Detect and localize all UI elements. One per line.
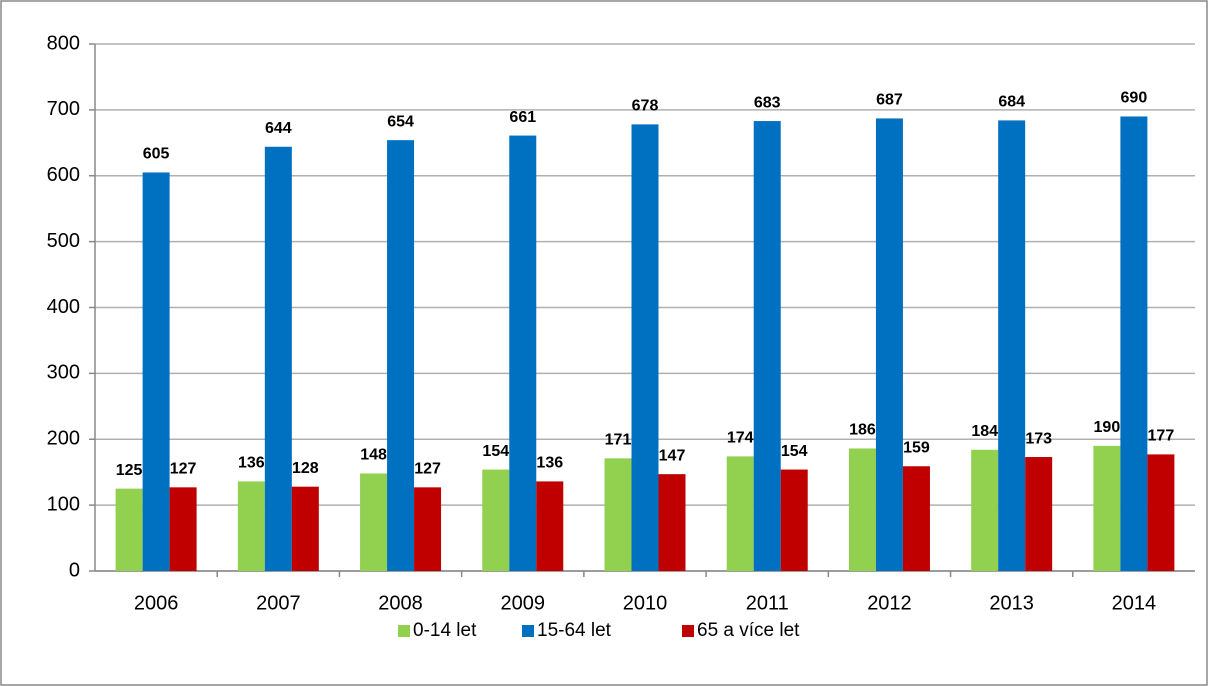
bar <box>902 466 930 571</box>
data-label: 678 <box>632 98 659 115</box>
x-tick-label: 2010 <box>623 592 668 614</box>
bar <box>414 487 442 571</box>
bar <box>1093 445 1121 571</box>
data-label: 605 <box>143 146 170 163</box>
x-tick-label: 2011 <box>746 592 789 614</box>
bar <box>604 458 632 571</box>
data-label: 148 <box>360 447 387 464</box>
bar <box>264 146 292 571</box>
bar <box>291 486 319 571</box>
data-label: 127 <box>170 461 197 478</box>
data-label: 687 <box>876 92 903 109</box>
bar <box>509 135 537 571</box>
y-tick-label: 400 <box>47 296 80 318</box>
y-tick-label: 200 <box>47 428 80 450</box>
data-label: 190 <box>1094 419 1121 436</box>
y-tick-label: 800 <box>47 32 80 54</box>
bar <box>360 473 388 571</box>
y-tick-label: 700 <box>47 98 80 120</box>
data-label: 184 <box>971 423 998 440</box>
y-tick-label: 300 <box>47 362 80 384</box>
bar <box>115 488 143 571</box>
data-label: 127 <box>414 461 441 478</box>
legend-swatch <box>682 625 694 637</box>
y-tick-label: 600 <box>47 164 80 186</box>
data-label: 154 <box>482 443 509 460</box>
bar <box>169 487 197 571</box>
bar <box>1147 454 1175 571</box>
data-label: 661 <box>509 109 536 126</box>
bar <box>387 140 415 572</box>
data-label: 147 <box>659 447 686 464</box>
bar <box>237 481 265 571</box>
data-label: 644 <box>265 120 292 137</box>
data-label: 684 <box>998 94 1025 111</box>
data-label: 654 <box>387 113 414 130</box>
x-tick-label: 2008 <box>378 592 423 614</box>
bar <box>998 120 1026 571</box>
data-label: 136 <box>238 455 265 472</box>
data-label: 136 <box>536 455 563 472</box>
data-label: 690 <box>1121 90 1148 107</box>
data-label: 125 <box>116 462 143 479</box>
data-label: 159 <box>903 439 930 456</box>
bar <box>875 118 903 571</box>
bar <box>780 469 808 571</box>
x-tick-label: 2007 <box>256 592 301 614</box>
bar <box>726 456 754 571</box>
bar <box>1025 457 1053 571</box>
legend-label: 15-64 let <box>537 620 612 641</box>
data-label: 128 <box>292 460 319 477</box>
legend-swatch <box>522 625 534 637</box>
bar <box>1120 116 1148 572</box>
bar <box>142 172 170 572</box>
data-label: 154 <box>781 443 808 460</box>
y-tick-label: 500 <box>47 230 80 252</box>
legend-label: 65 a více let <box>697 620 800 641</box>
data-label: 174 <box>727 430 754 447</box>
x-tick-label: 2012 <box>867 592 912 614</box>
x-tick-label: 2014 <box>1112 592 1157 614</box>
legend-swatch <box>398 625 410 637</box>
bar <box>658 474 686 571</box>
y-tick-label: 100 <box>47 493 80 515</box>
data-label: 173 <box>1025 430 1052 447</box>
data-label: 186 <box>849 422 876 439</box>
bar <box>971 449 999 571</box>
data-label: 177 <box>1148 428 1175 445</box>
data-label: 683 <box>754 94 781 111</box>
bar <box>753 121 781 571</box>
legend-label: 0-14 let <box>413 620 477 641</box>
x-tick-label: 2009 <box>501 592 546 614</box>
bar <box>848 448 876 571</box>
bar <box>482 469 510 571</box>
bar <box>631 124 659 572</box>
y-tick-label: 0 <box>69 559 80 581</box>
bar <box>536 481 564 571</box>
data-label: 171 <box>605 432 632 449</box>
x-tick-label: 2006 <box>134 592 179 614</box>
x-tick-label: 2013 <box>989 592 1034 614</box>
